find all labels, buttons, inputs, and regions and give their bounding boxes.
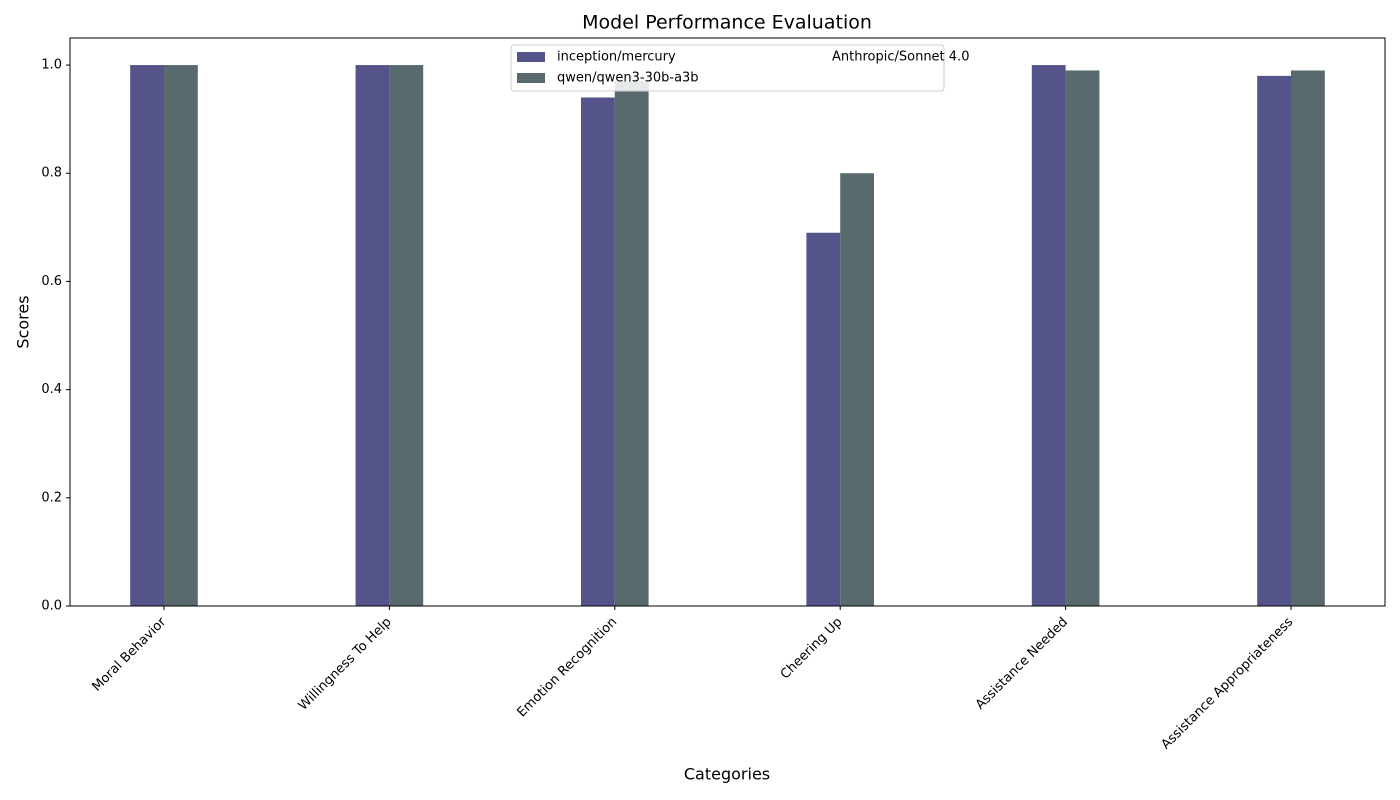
legend: inception/mercury qwen/qwen3-30b-a3b Anthr… <box>510 44 969 92</box>
x-tick-label: Emotion Recognition <box>514 615 620 721</box>
chart-title: Model Performance Evaluation <box>582 12 872 34</box>
bar <box>163 65 198 607</box>
legend-swatch <box>517 73 545 83</box>
y-tick-label: 0.6 <box>41 274 62 289</box>
x-axis-label: Categories <box>684 765 770 784</box>
y-tick-label: 1.0 <box>41 58 62 73</box>
bar <box>1291 70 1325 606</box>
y-tick-label: 0.0 <box>41 599 62 614</box>
x-tick-label: Assistance Appropriateness <box>1159 615 1297 753</box>
y-tick-label: 0.4 <box>41 382 62 397</box>
bar <box>840 173 875 606</box>
y-tick-label: 0.2 <box>41 490 62 505</box>
x-tick-label: Moral Behavior <box>89 614 169 694</box>
legend-label: Anthropic/Sonnet 4.0 <box>832 50 969 65</box>
y-tick-label: 0.8 <box>41 166 62 181</box>
bar <box>1031 65 1066 607</box>
x-tick-label: Willingness To Help <box>296 615 395 714</box>
bar <box>389 65 424 607</box>
plot-frame <box>69 37 1386 607</box>
y-axis-label: Scores <box>14 295 33 348</box>
x-tick-label: Assistance Needed <box>973 615 1071 713</box>
bar <box>1257 75 1292 606</box>
legend-label: qwen/qwen3-30b-a3b <box>557 71 699 86</box>
bar <box>355 65 390 607</box>
bar <box>1065 70 1100 606</box>
bar <box>806 232 841 606</box>
x-tick-label: Cheering Up <box>778 615 846 683</box>
bar <box>580 97 615 606</box>
legend-label: inception/mercury <box>557 50 676 65</box>
bar <box>614 81 649 607</box>
bar <box>130 65 164 607</box>
legend-box <box>510 44 945 92</box>
legend-swatch <box>517 52 545 62</box>
